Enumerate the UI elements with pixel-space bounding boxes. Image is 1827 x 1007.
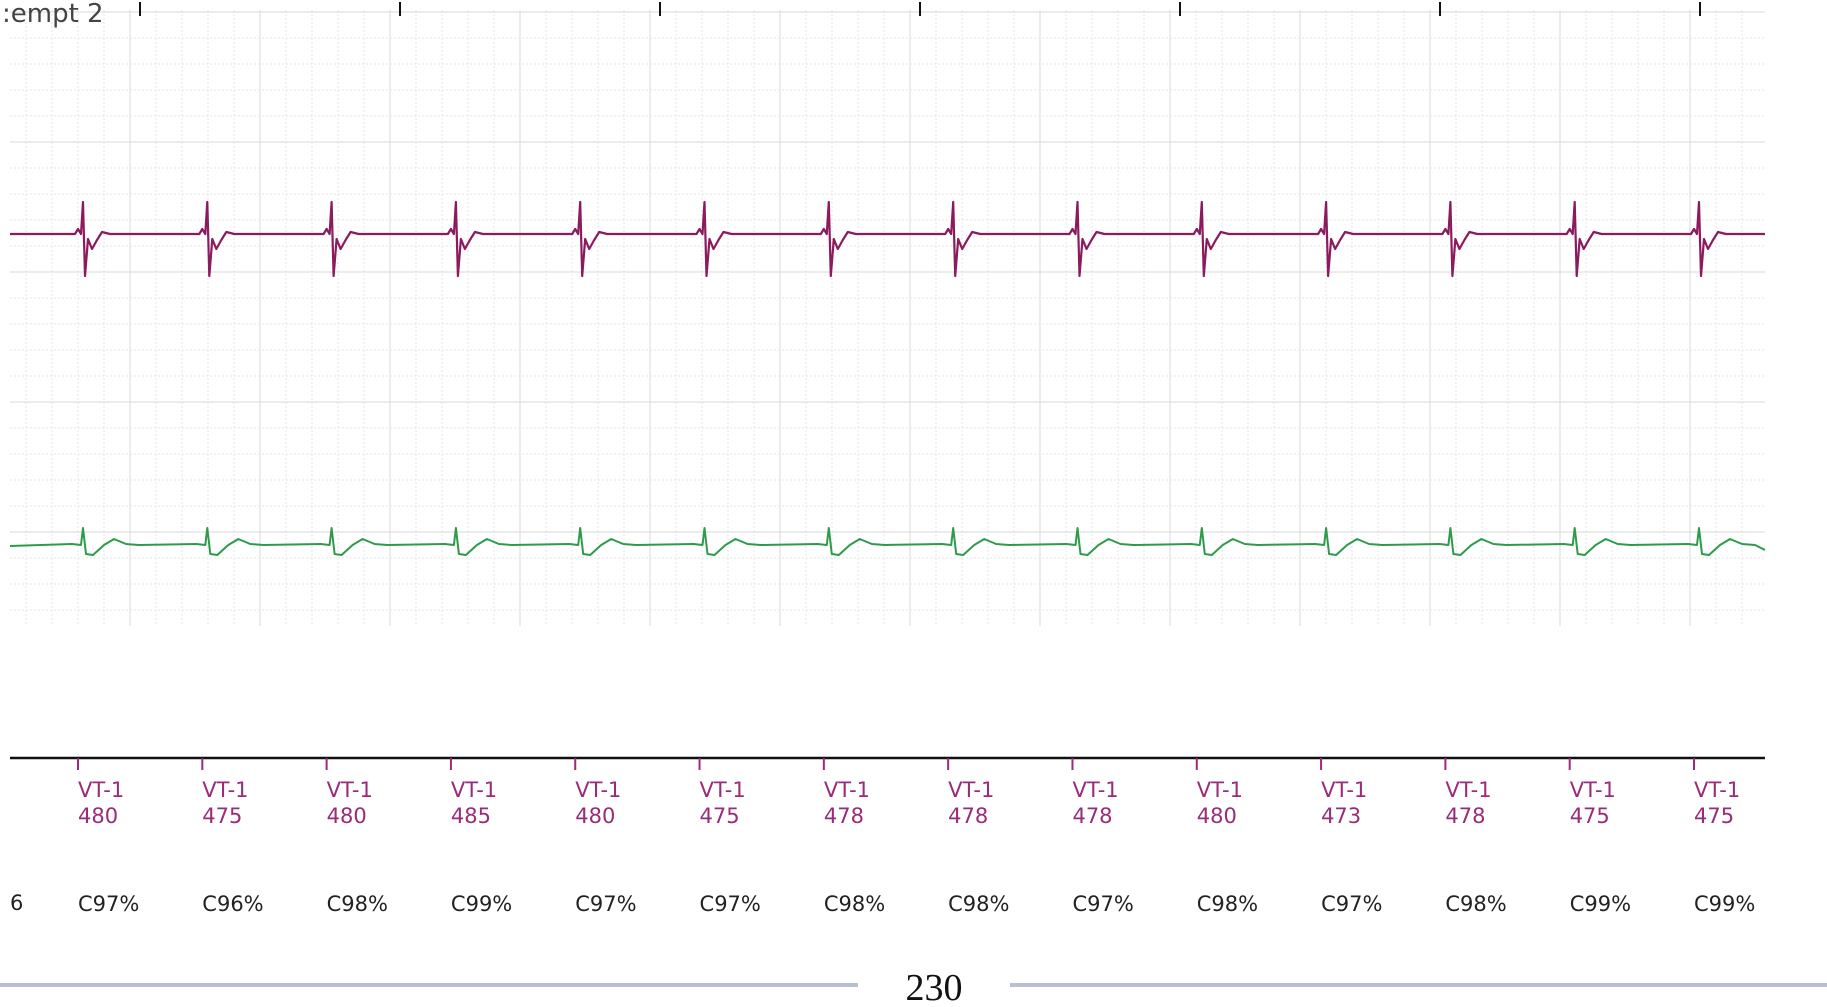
ecg-grid bbox=[10, 10, 1765, 626]
beat-label: VT-1 bbox=[1570, 778, 1616, 802]
beat-value: 475 bbox=[700, 804, 740, 828]
beat-label: VT-1 bbox=[202, 778, 248, 802]
page-number: 230 bbox=[906, 967, 963, 1007]
beat-value: 478 bbox=[824, 804, 864, 828]
ecg-trace-bottom bbox=[9, 527, 1766, 556]
beat-value: 480 bbox=[1197, 804, 1237, 828]
beat-confidence: C98% bbox=[1197, 892, 1258, 916]
beat-label: VT-1 bbox=[824, 778, 870, 802]
beat-annotations: VT-1480C97%VT-1475C96%VT-1480C98%VT-1485… bbox=[77, 758, 1755, 916]
strip-header-label: :empt 2 bbox=[2, 0, 104, 29]
beat-confidence: C97% bbox=[1321, 892, 1382, 916]
beat-confidence: C99% bbox=[451, 892, 512, 916]
beat-value: 473 bbox=[1321, 804, 1361, 828]
ecg-trace-top bbox=[10, 200, 1765, 278]
beat-confidence: C97% bbox=[575, 892, 636, 916]
partial-confidence-label: 6 bbox=[10, 891, 23, 915]
beat-value: 478 bbox=[1072, 804, 1112, 828]
beat-confidence: C99% bbox=[1570, 892, 1631, 916]
beat-confidence: C98% bbox=[824, 892, 885, 916]
beat-confidence: C96% bbox=[202, 892, 263, 916]
beat-label: VT-1 bbox=[1445, 778, 1491, 802]
beat-label: VT-1 bbox=[78, 778, 124, 802]
beat-confidence: C97% bbox=[1072, 892, 1133, 916]
beat-label: VT-1 bbox=[1321, 778, 1367, 802]
beat-value: 478 bbox=[948, 804, 988, 828]
beat-value: 480 bbox=[575, 804, 615, 828]
beat-confidence: C98% bbox=[1445, 892, 1506, 916]
beat-label: VT-1 bbox=[1072, 778, 1118, 802]
beat-confidence: C99% bbox=[1694, 892, 1755, 916]
beat-confidence: C97% bbox=[78, 892, 139, 916]
beat-label: VT-1 bbox=[575, 778, 621, 802]
beat-label: VT-1 bbox=[1694, 778, 1740, 802]
beat-confidence: C97% bbox=[700, 892, 761, 916]
beat-value: 480 bbox=[327, 804, 367, 828]
beat-value: 475 bbox=[202, 804, 242, 828]
beat-confidence: C98% bbox=[948, 892, 1009, 916]
beat-label: VT-1 bbox=[700, 778, 746, 802]
beat-value: 480 bbox=[78, 804, 118, 828]
beat-label: VT-1 bbox=[1197, 778, 1243, 802]
beat-confidence: C98% bbox=[327, 892, 388, 916]
beat-label: VT-1 bbox=[327, 778, 373, 802]
beat-label: VT-1 bbox=[948, 778, 994, 802]
beat-value: 475 bbox=[1570, 804, 1610, 828]
beat-value: 475 bbox=[1694, 804, 1734, 828]
beat-value: 478 bbox=[1445, 804, 1485, 828]
beat-value: 485 bbox=[451, 804, 491, 828]
beat-label: VT-1 bbox=[451, 778, 497, 802]
time-ticks bbox=[139, 2, 1701, 16]
